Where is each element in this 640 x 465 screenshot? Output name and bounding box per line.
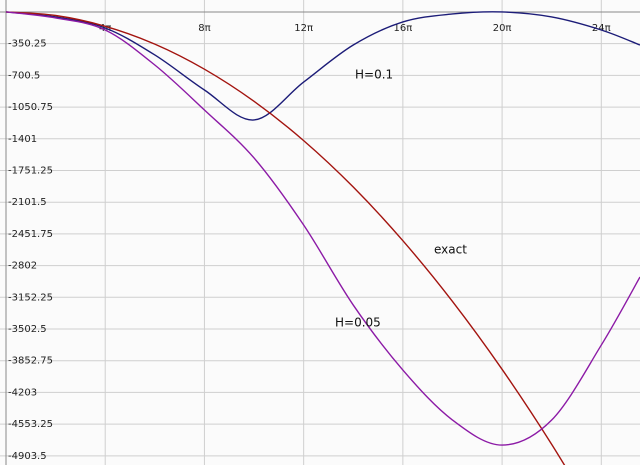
line-series: [5, 11, 640, 446]
y-tick-label: -2101.5: [8, 197, 47, 208]
y-tick-label: -4553.25: [8, 419, 53, 430]
x-tick-label: 16π: [393, 23, 412, 34]
x-tick-label: 20π: [493, 23, 512, 34]
y-tick-label: -1751.25: [8, 165, 53, 176]
y-tick-label: -3502.5: [8, 324, 47, 335]
y-tick-label: -3852.75: [8, 356, 53, 367]
line-series: [5, 11, 566, 465]
y-tick-label: -2802: [8, 261, 37, 272]
y-tick-label: -4203: [8, 387, 37, 398]
y-tick-label: -1401: [8, 134, 37, 145]
y-tick-label: -2451.75: [8, 229, 53, 240]
line-series: [5, 11, 640, 121]
x-tick-label: 24π: [592, 23, 611, 34]
series-label: H=0.05: [335, 316, 381, 330]
y-tick-label: -3152.25: [8, 292, 53, 303]
y-tick-label: -350.25: [8, 39, 47, 50]
y-tick-label: -4903.5: [8, 451, 47, 462]
y-tick-label: -1050.75: [8, 102, 53, 113]
series-label: H=0.1: [355, 68, 393, 82]
plot-area: [5, 11, 640, 465]
y-tick-label: -700.5: [8, 70, 40, 81]
x-tick-label: 12π: [294, 23, 313, 34]
x-tick-label: 8π: [198, 23, 210, 34]
series-label: exact: [434, 243, 467, 257]
